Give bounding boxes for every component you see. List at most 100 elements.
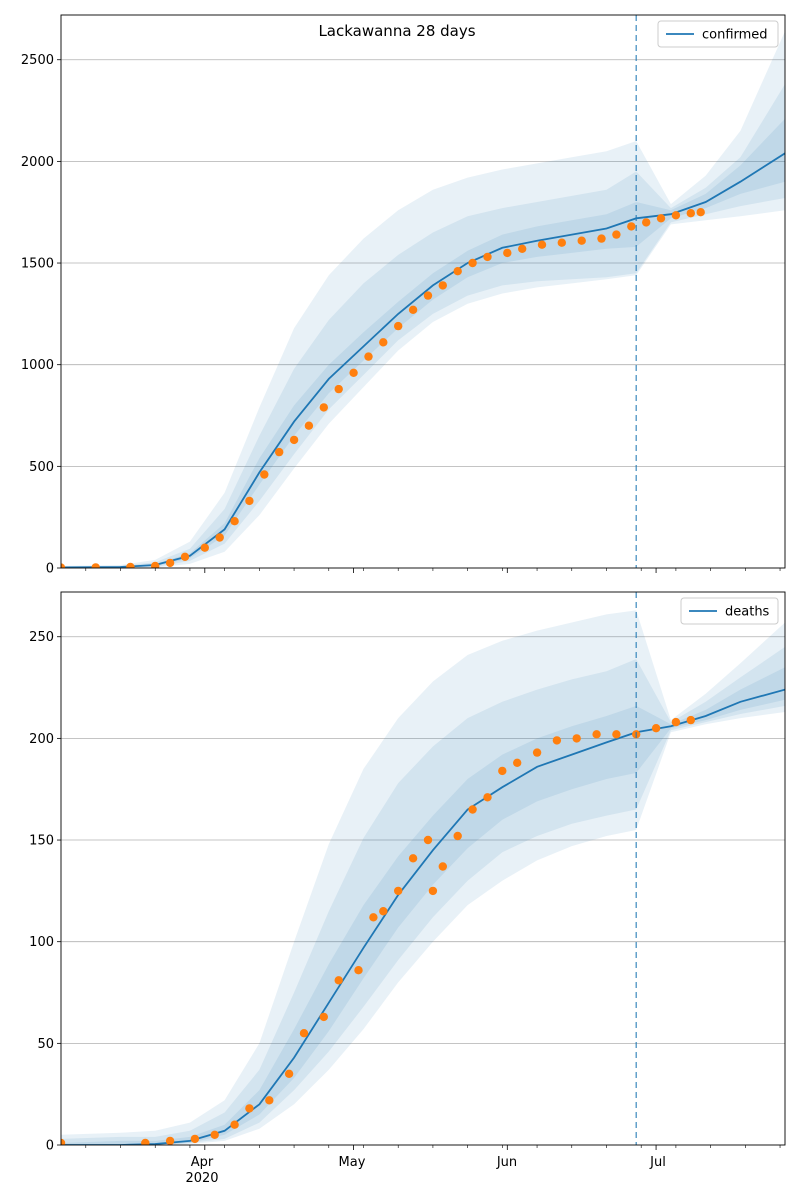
observed-point (215, 533, 224, 542)
confidence-band-inner (61, 667, 785, 1145)
observed-point (126, 562, 135, 568)
confidence-band-middle (61, 84, 785, 568)
chart-title: Lackawanna 28 days (318, 22, 475, 40)
x-tick-label-apr: Apr (191, 1155, 214, 1170)
observed-point (408, 854, 418, 863)
observed-point (612, 730, 621, 739)
legend (680, 597, 779, 625)
observed-point (408, 305, 418, 314)
observed-point (334, 384, 343, 394)
observed-point (438, 862, 447, 871)
observed-point (284, 1069, 294, 1079)
observed-point (230, 517, 239, 526)
observed-point (592, 730, 601, 739)
observed-point (696, 208, 705, 217)
legend-label: deaths (725, 605, 770, 620)
observed-point (557, 238, 566, 247)
observed-point (532, 748, 542, 757)
y-tick-label: 2000 (21, 155, 54, 170)
y-tick-label: 150 (29, 834, 54, 849)
y-tick-label: 0 (46, 562, 54, 577)
observed-point (334, 976, 343, 985)
observed-point (165, 1136, 175, 1145)
observed-point (379, 338, 388, 347)
observed-point (423, 291, 433, 300)
x-tick-label-jul: Jul (649, 1155, 666, 1170)
observed-point (379, 907, 388, 916)
observed-point (498, 766, 507, 776)
observed-point (428, 886, 438, 896)
observed-point (260, 470, 269, 479)
observed-point (230, 1120, 239, 1129)
observed-point (275, 447, 284, 457)
legend (657, 20, 779, 48)
observed-point (61, 563, 66, 568)
y-tick-label: 50 (37, 1037, 54, 1052)
observed-point (394, 321, 403, 331)
observed-point (518, 244, 527, 253)
observed-point (319, 1012, 328, 1022)
y-tick-label: 0 (46, 1139, 54, 1154)
observed-point (483, 252, 492, 262)
confirmed-panel: 0 500 1000 1500 2000 2500 confirmed (21, 14, 786, 577)
observed-point (61, 1138, 66, 1145)
observed-point (210, 1130, 219, 1140)
observed-point (468, 805, 477, 814)
observed-point (651, 724, 661, 733)
observed-point (289, 435, 299, 445)
observed-point (671, 717, 681, 727)
observed-point (552, 736, 562, 745)
x-tick-label-may: May (339, 1155, 366, 1170)
observed-point (91, 563, 100, 568)
observed-point (245, 1104, 254, 1113)
x-tick-label-jun: Jun (496, 1155, 517, 1170)
observed-point (265, 1096, 274, 1105)
y-tick-label: 100 (29, 935, 54, 950)
axes-frame (60, 591, 786, 1146)
observed-point (354, 966, 363, 975)
observed-point (537, 240, 547, 249)
observed-point (423, 835, 433, 845)
observed-point (597, 234, 606, 243)
observed-point (245, 496, 254, 506)
observed-point (572, 734, 581, 743)
observed-point (686, 209, 695, 218)
y-tick-label: 1500 (21, 257, 54, 272)
axes-frame (60, 14, 786, 569)
observed-point (453, 267, 462, 276)
y-tick-label: 200 (29, 732, 54, 747)
observed-point (369, 913, 378, 922)
observed-point (577, 236, 586, 245)
observed-point (319, 403, 328, 412)
deaths-panel: 0 50 100 150 200 250 deaths (29, 591, 786, 1154)
observed-point (141, 1138, 150, 1145)
observed-point (165, 558, 175, 568)
y-tick-label: 500 (29, 460, 54, 475)
observed-point (627, 222, 636, 231)
confidence-band-inner (61, 118, 785, 568)
observed-point (349, 368, 358, 377)
confidence-band-outer (61, 31, 785, 568)
observed-point (190, 1134, 200, 1144)
observed-point (671, 211, 681, 220)
y-tick-label: 250 (29, 630, 54, 645)
observed-point (200, 543, 209, 552)
observed-point (656, 214, 666, 223)
y-tick-label: 1000 (21, 358, 54, 373)
observed-point (180, 552, 190, 561)
observed-point (299, 1029, 309, 1038)
observed-point (394, 886, 403, 896)
y-tick-label: 2500 (21, 53, 54, 68)
x-year-label: 2020 (185, 1171, 218, 1186)
observed-point (642, 218, 651, 227)
observed-point (468, 258, 477, 268)
confidence-band-middle (61, 646, 785, 1145)
observed-point (453, 831, 462, 841)
x-axis-labels: Apr May Jun Jul 2020 (185, 1155, 665, 1186)
observed-point (304, 421, 314, 430)
observed-point (364, 352, 373, 361)
observed-point (438, 281, 447, 290)
observed-point (151, 561, 160, 568)
legend-label: confirmed (702, 28, 768, 43)
